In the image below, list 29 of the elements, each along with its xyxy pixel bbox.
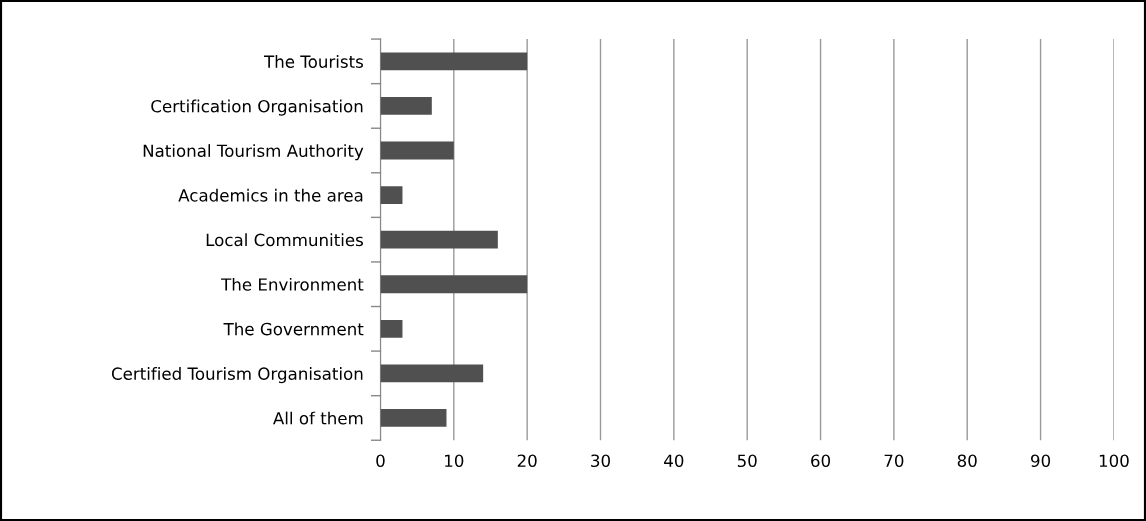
bar xyxy=(380,275,528,294)
y-tick-label: National Tourism Authority xyxy=(143,144,364,161)
bar xyxy=(380,97,432,115)
y-tick-label: Local Communities xyxy=(206,233,363,247)
bar xyxy=(380,141,454,160)
bar xyxy=(380,364,484,383)
y-tick-label: The Tourists xyxy=(263,55,363,68)
y-tick-label: The Environment xyxy=(221,277,364,291)
x-tick-label: 80 xyxy=(957,454,977,468)
x-tick-label: 70 xyxy=(884,454,904,468)
x-tick-label: 100 xyxy=(1099,454,1129,468)
bar xyxy=(380,319,403,338)
x-tick-label: 10 xyxy=(445,454,464,468)
y-tick-label: Academics in the area xyxy=(178,188,363,202)
x-tick-label: 40 xyxy=(664,454,684,468)
bar xyxy=(380,409,447,427)
bar xyxy=(380,186,403,204)
y-tick-label: All of them xyxy=(273,411,363,425)
x-tick-label: 30 xyxy=(591,454,610,468)
y-tick-label: Certified Tourism Organisation xyxy=(111,367,363,384)
x-tick-label: 60 xyxy=(811,454,831,468)
x-tick-label: 20 xyxy=(517,454,537,468)
y-tick-label: Certification Organisation xyxy=(151,99,363,116)
x-tick-label: 90 xyxy=(1031,454,1051,468)
x-tick-label: 0 xyxy=(376,454,385,468)
y-tick-label: The Government xyxy=(223,322,364,336)
bar xyxy=(380,230,498,249)
bar xyxy=(380,52,528,71)
x-tick-label: 50 xyxy=(737,454,757,468)
